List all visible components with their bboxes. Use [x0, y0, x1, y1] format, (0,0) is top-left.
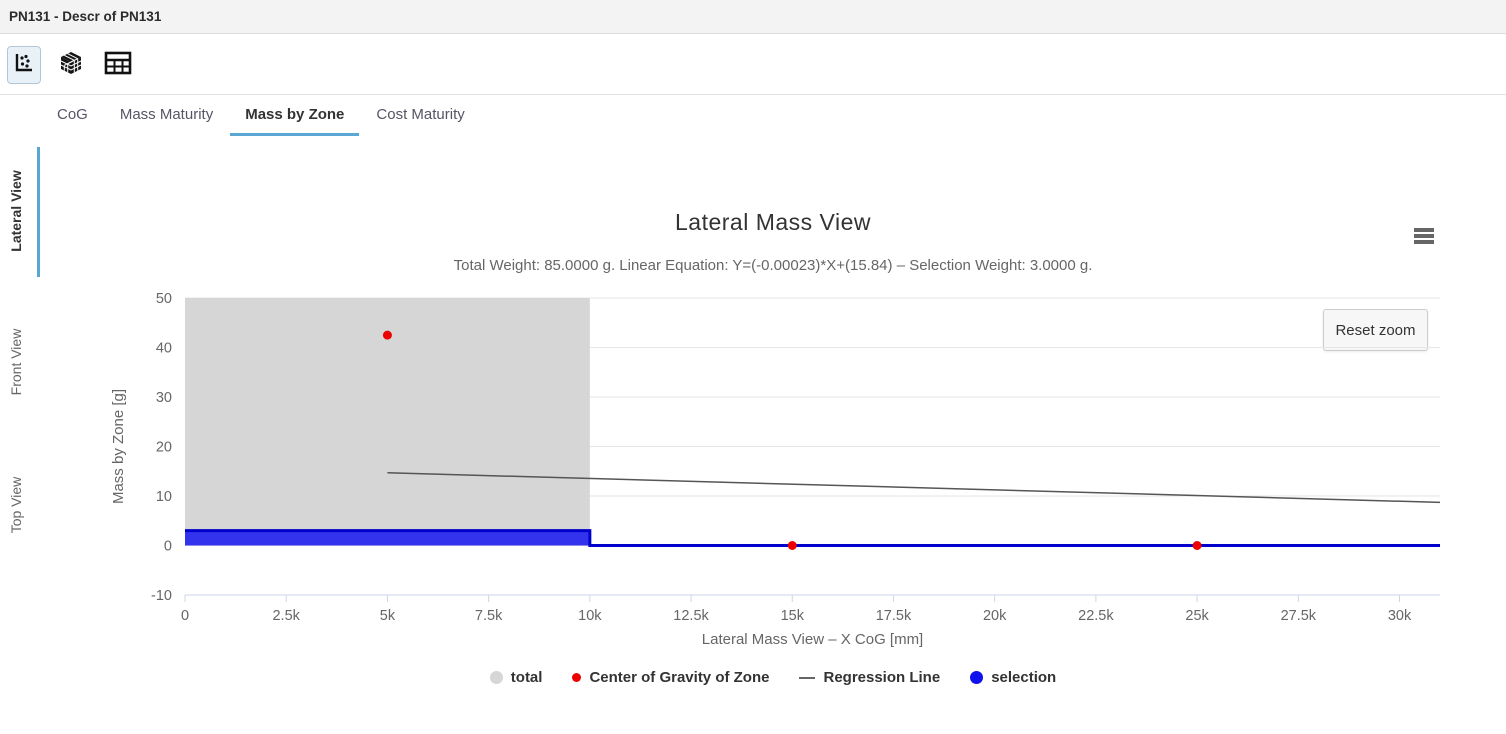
legend-marker-regression	[799, 676, 816, 679]
side-tab-lateral-view[interactable]: Lateral View	[8, 170, 24, 252]
cube-3d-button[interactable]	[54, 46, 88, 84]
plot-svg[interactable]: 0 2.5k 5k 7.5k 10k 12.5k 15k 17.5k 20k 22.5k 25k 27…	[40, 145, 1506, 734]
svg-text:12.5k: 12.5k	[673, 608, 709, 624]
legend-label: Center of Gravity of Zone	[589, 669, 770, 686]
chart-title: Lateral Mass View	[675, 209, 871, 235]
scatter-chart-button[interactable]	[7, 45, 41, 84]
cube-3d-icon	[58, 50, 84, 79]
legend-marker-total	[489, 671, 503, 684]
chart-container: Lateral Mass View Total Weight: 85.0000 …	[40, 145, 1506, 734]
window-title: PN131 - Descr of PN131	[9, 9, 162, 24]
legend-marker-cog	[572, 673, 582, 682]
svg-text:15k: 15k	[781, 608, 805, 624]
toolbar	[0, 35, 1506, 95]
tab-mass-by-zone[interactable]: Mass by Zone	[230, 96, 360, 136]
side-tab-front-view[interactable]: Front View	[8, 328, 24, 396]
svg-text:0: 0	[181, 608, 189, 624]
tab-mass-maturity[interactable]: Mass Maturity	[119, 106, 214, 123]
svg-text:Lateral Mass View – X CoG [mm]: Lateral Mass View – X CoG [mm]	[702, 631, 923, 648]
svg-text:25k: 25k	[1185, 608, 1209, 624]
svg-text:40: 40	[156, 341, 172, 357]
view-tabbar: CoG Mass Maturity Mass by Zone Cost Matu…	[0, 96, 1506, 140]
reset-zoom-button[interactable]: Reset zoom	[1323, 309, 1428, 351]
tab-cog[interactable]: CoG	[57, 106, 88, 123]
tab-cost-maturity[interactable]: Cost Maturity	[376, 106, 465, 123]
chart-legend: total Center of Gravity of Zone Regressi…	[40, 669, 1506, 686]
window-titlebar: PN131 - Descr of PN131	[0, 0, 1506, 34]
legend-item-regression[interactable]: Regression Line	[799, 669, 940, 686]
svg-text:20k: 20k	[983, 608, 1007, 624]
side-tab-active-indicator	[37, 147, 40, 277]
svg-text:30: 30	[156, 390, 172, 406]
svg-text:22.5k: 22.5k	[1078, 608, 1114, 624]
side-tab-top-view[interactable]: Top View	[8, 476, 24, 534]
chart-subtitle: Total Weight: 85.0000 g. Linear Equation…	[453, 257, 1093, 274]
legend-item-cog[interactable]: Center of Gravity of Zone	[572, 669, 769, 686]
legend-marker-selection	[970, 671, 984, 684]
svg-text:Mass by Zone [g]: Mass by Zone [g]	[110, 389, 127, 504]
svg-text:5k: 5k	[380, 608, 396, 624]
svg-text:-10: -10	[151, 588, 172, 604]
data-table-icon	[104, 51, 132, 78]
svg-text:30k: 30k	[1388, 608, 1412, 624]
svg-text:0: 0	[164, 539, 172, 555]
legend-item-total[interactable]: total	[489, 669, 543, 686]
svg-text:10: 10	[156, 489, 172, 505]
legend-label: total	[510, 669, 543, 686]
svg-text:17.5k: 17.5k	[876, 608, 912, 624]
svg-text:50: 50	[156, 291, 172, 307]
svg-text:10k: 10k	[578, 608, 602, 624]
svg-text:2.5k: 2.5k	[272, 608, 300, 624]
svg-text:27.5k: 27.5k	[1281, 608, 1317, 624]
legend-label: selection	[991, 669, 1057, 686]
scatter-chart-icon	[13, 52, 35, 77]
svg-text:7.5k: 7.5k	[475, 608, 503, 624]
data-table-button[interactable]	[101, 46, 135, 84]
legend-label: Regression Line	[823, 669, 941, 686]
svg-text:20: 20	[156, 440, 172, 456]
chart-context-menu-icon[interactable]	[1414, 225, 1438, 247]
legend-item-selection[interactable]: selection	[970, 669, 1056, 686]
